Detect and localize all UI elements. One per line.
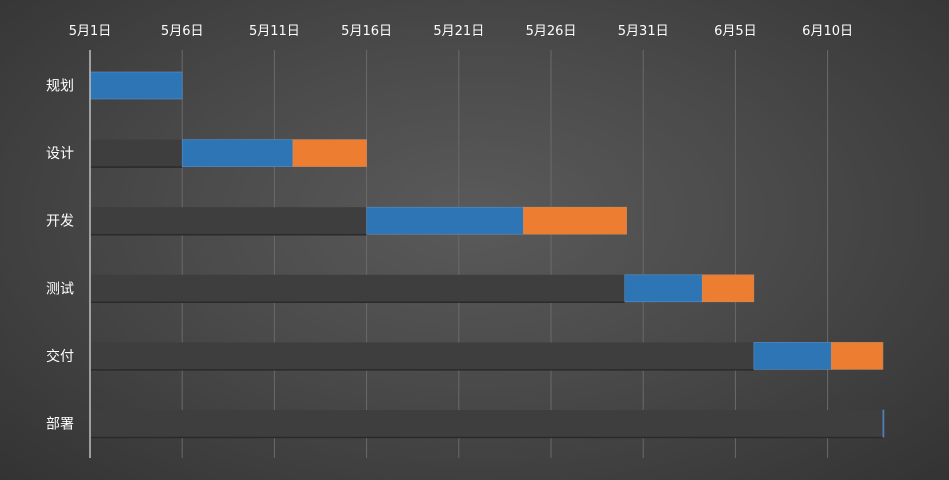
- x-tick-label: 5月11日: [249, 24, 300, 39]
- category-label: 开发: [46, 214, 74, 230]
- start-track: [90, 342, 754, 370]
- start-tracks: [90, 139, 883, 439]
- bar-segment-first: [181, 139, 294, 167]
- bar-segment-first: [366, 206, 524, 235]
- x-tick-label: 6月10日: [802, 24, 853, 39]
- bars: [89, 71, 885, 438]
- x-axis-tick-labels: 5月1日 5月6日 5月11日 5月16日 5月21日 5月26日 5月31日 6月5日 6月1…: [69, 24, 853, 39]
- x-tick-label: 5月6日: [161, 24, 204, 39]
- start-track: [90, 410, 883, 437]
- x-tick-label: 5月16日: [341, 24, 392, 39]
- category-label: 部署: [46, 417, 74, 433]
- bar-segment-second: [523, 206, 627, 235]
- bar-segment-first: [882, 409, 885, 438]
- x-tick-label: 6月5日: [714, 24, 757, 39]
- category-label: 测试: [46, 281, 74, 297]
- bar-segment-second: [292, 139, 367, 167]
- x-tick-label: 5月21日: [433, 24, 484, 39]
- bar-segment-second: [830, 342, 884, 370]
- bar-segment-first: [753, 342, 832, 370]
- category-label: 设计: [46, 146, 74, 162]
- start-track: [90, 139, 183, 167]
- bar-segment-first: [89, 71, 183, 100]
- start-track: [90, 274, 625, 302]
- bar-segment-second: [701, 274, 755, 303]
- category-label: 规划: [46, 79, 74, 95]
- x-tick-label: 5月31日: [618, 24, 669, 39]
- bar-segment-first: [624, 274, 703, 303]
- x-tick-label: 5月1日: [69, 24, 112, 39]
- category-label: 交付: [46, 348, 74, 365]
- x-tick-label: 5月26日: [526, 24, 577, 39]
- gridlines: [181, 50, 829, 458]
- start-track: [90, 207, 367, 235]
